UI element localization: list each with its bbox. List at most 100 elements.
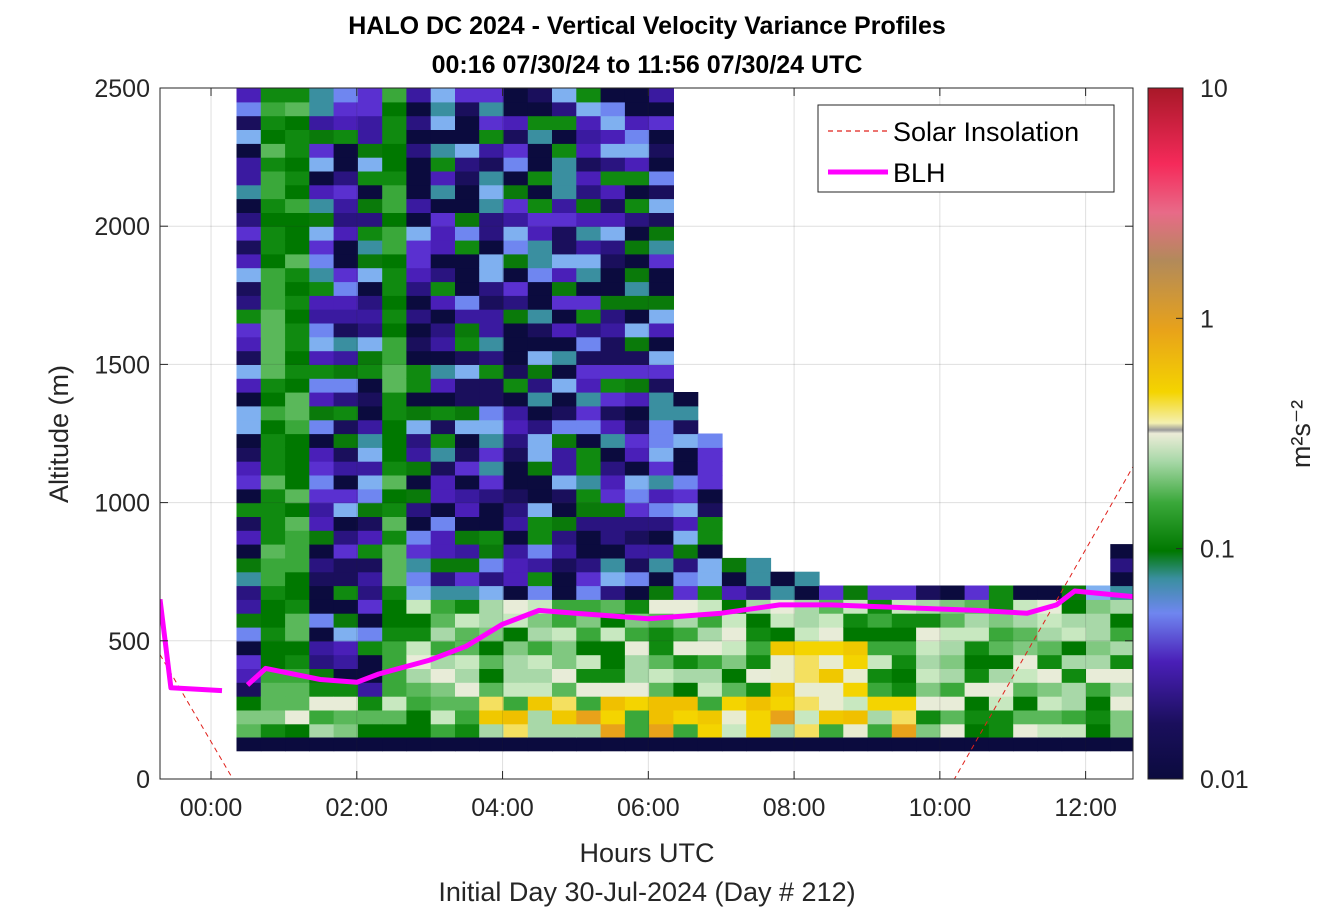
heatmap-cell <box>600 115 626 130</box>
heatmap-cell <box>794 723 820 739</box>
heatmap-cell <box>1037 640 1063 656</box>
heatmap-cell <box>236 115 262 130</box>
heatmap-cell <box>988 682 1014 697</box>
heatmap-cell <box>649 709 674 725</box>
heatmap-cell <box>309 585 335 600</box>
heatmap-cell <box>357 613 383 628</box>
heatmap-cell <box>916 627 941 642</box>
heatmap-cell <box>309 475 335 490</box>
heatmap-cell <box>649 212 674 227</box>
heatmap-cell <box>624 640 650 656</box>
heatmap-cell <box>455 668 480 683</box>
heatmap-cell <box>600 405 626 421</box>
heatmap-cell <box>1013 627 1039 642</box>
heatmap-cell <box>527 226 553 241</box>
heatmap-cell <box>479 475 505 490</box>
heatmap-cell <box>1061 668 1087 683</box>
heatmap-cell <box>1086 737 1111 752</box>
heatmap-cell <box>333 129 359 144</box>
heatmap-cell <box>527 198 553 213</box>
heatmap-cell <box>333 184 359 200</box>
blh-line <box>160 598 223 694</box>
heatmap-cell <box>770 585 796 600</box>
heatmap-cell <box>455 405 480 421</box>
colorbar-tick-label: 1 <box>1200 305 1214 333</box>
heatmap-cell <box>236 101 262 117</box>
heatmap-cell <box>649 198 674 213</box>
heatmap-cell <box>916 640 941 656</box>
heatmap-cell <box>285 253 310 269</box>
heatmap-cell <box>503 129 529 144</box>
heatmap-cell <box>260 336 286 352</box>
heatmap-cell <box>479 640 505 656</box>
heatmap-cell <box>236 571 262 587</box>
heatmap-cell <box>649 364 674 379</box>
heatmap-cell <box>430 571 456 587</box>
heatmap-cell <box>430 240 456 255</box>
heatmap-cell <box>406 226 432 241</box>
heatmap-cell <box>600 585 626 600</box>
heatmap-cell <box>455 516 480 531</box>
heatmap-cell <box>624 322 650 338</box>
heatmap-cell <box>527 267 553 283</box>
heatmap-cell <box>552 461 577 476</box>
heatmap-cell <box>309 115 335 130</box>
heatmap-cell <box>624 336 650 352</box>
heatmap-cell <box>406 240 432 255</box>
heatmap-cell <box>721 585 747 600</box>
heatmap-cell <box>309 101 335 117</box>
heatmap-cell <box>1037 709 1063 725</box>
heatmap-cell <box>576 475 602 490</box>
heatmap-cell <box>236 157 262 172</box>
heatmap-cell <box>236 212 262 227</box>
heatmap-cell <box>843 737 869 752</box>
heatmap-cell <box>357 709 383 725</box>
heatmap-cell <box>673 668 699 683</box>
heatmap-cell <box>357 364 383 379</box>
heatmap-cell <box>236 405 262 421</box>
heatmap-cell <box>479 184 505 200</box>
heatmap-cell <box>576 226 602 241</box>
heatmap-cell <box>309 281 335 296</box>
heatmap-cell <box>600 267 626 283</box>
heatmap-cell <box>479 557 505 573</box>
heatmap-cell <box>455 433 480 448</box>
heatmap-cell <box>770 696 796 711</box>
heatmap-cell <box>649 240 674 255</box>
heatmap-cell <box>357 350 383 365</box>
colorbar-tick-label: 10 <box>1200 75 1228 103</box>
heatmap-cell <box>357 267 383 283</box>
heatmap-cell <box>333 696 359 711</box>
heatmap-cell <box>746 723 772 739</box>
heatmap-cell <box>697 696 723 711</box>
heatmap-cell <box>964 627 990 642</box>
heatmap-cell <box>285 226 310 241</box>
heatmap-cell <box>576 585 602 600</box>
heatmap-cell <box>406 281 432 296</box>
heatmap-cell <box>552 571 577 587</box>
heatmap-cell <box>624 364 650 379</box>
heatmap-cell <box>1061 640 1087 656</box>
heatmap-cell <box>794 668 820 683</box>
heatmap-cell <box>649 654 674 669</box>
heatmap-cell <box>552 557 577 573</box>
heatmap-cell <box>624 544 650 559</box>
heatmap-cell <box>430 627 456 642</box>
heatmap-cell <box>382 170 408 186</box>
heatmap-cell <box>333 654 359 669</box>
heatmap-cell <box>867 585 893 600</box>
heatmap-cell <box>964 696 990 711</box>
heatmap-cell <box>382 129 408 144</box>
heatmap-cell <box>382 627 408 642</box>
heatmap-cell <box>988 723 1014 739</box>
heatmap-cell <box>260 378 286 393</box>
heatmap-cell <box>527 627 553 642</box>
heatmap-cell <box>600 212 626 227</box>
heatmap-cell <box>406 198 432 213</box>
heatmap-cell <box>406 627 432 642</box>
heatmap-cell <box>455 557 480 573</box>
heatmap-cell <box>649 544 674 559</box>
heatmap-cell <box>260 709 286 725</box>
heatmap-cell <box>552 502 577 517</box>
heatmap-cell <box>819 668 844 683</box>
